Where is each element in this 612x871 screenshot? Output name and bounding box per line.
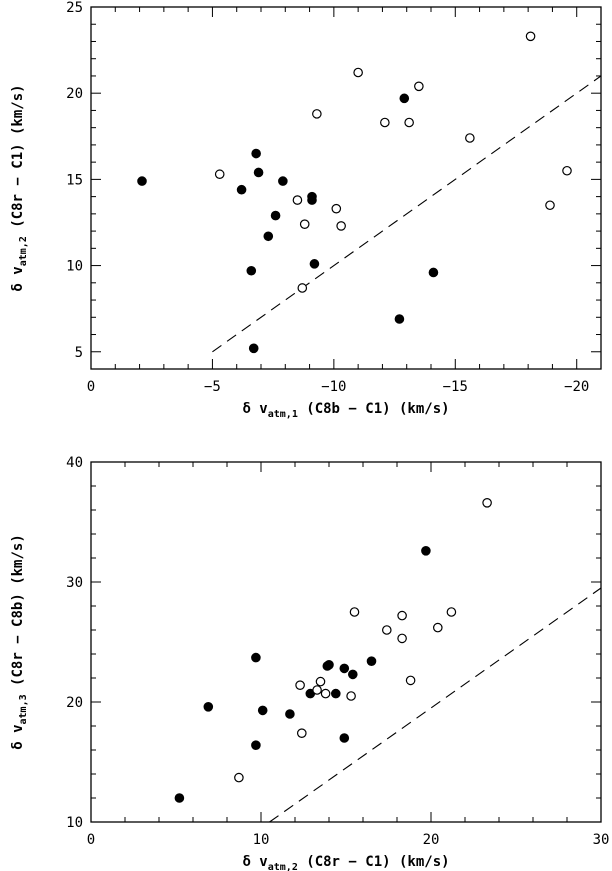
y-tick-label: 10 [66,259,83,275]
filled-data-point [428,267,439,278]
filled-data-point [339,663,350,674]
open-data-point [380,117,390,128]
open-data-point [336,221,346,231]
y-tick-label: 5 [75,345,83,361]
filled-data-point [257,705,268,716]
filled-data-point [285,709,295,719]
open-data-point [295,680,305,690]
open-data-point [545,200,555,211]
filled-data-point [251,740,261,750]
filled-data-point [137,176,147,186]
open-data-point [446,607,457,617]
filled-data-point [394,314,405,324]
open-data-point [234,772,244,783]
filled-data-point [236,184,247,195]
open-data-point [331,203,342,214]
filled-data-point [330,688,341,699]
open-data-point [482,497,492,508]
open-data-point [296,728,307,738]
y-axis-label: δ vatm,3 (C8r − C8b) (km/s) [10,534,29,750]
open-data-point [397,633,407,644]
filled-data-point [324,659,334,670]
open-data-point [214,169,225,180]
open-data-point [346,691,356,701]
open-data-point [315,676,326,687]
plot-frame [90,461,602,823]
y-tick-label: 30 [66,575,83,591]
x-tick-label: −10 [321,379,346,395]
filled-data-point [270,210,281,221]
x-axis-label: δ vatm,2 (C8r − C1) (km/s) [242,854,449,871]
open-data-point [525,31,536,42]
filled-data-point [246,265,257,276]
y-axis-label: δ vatm,2 (C8r − C1) (km/s) [10,84,29,291]
filled-data-point [251,652,261,663]
filled-data-point [253,167,264,178]
y-tick-label: 20 [66,695,83,711]
x-tick-label: 10 [253,832,270,848]
filled-data-point [174,793,185,803]
reference-dashed-line [269,587,602,823]
filled-data-point [366,656,377,666]
open-data-point [292,195,303,205]
filled-data-point [203,701,214,712]
x-tick-label: 20 [423,832,440,848]
open-data-point [297,283,308,293]
open-data-point [381,625,392,635]
open-data-point [320,688,331,699]
plot-frame [90,6,602,370]
filled-data-point [307,195,317,205]
filled-data-point [347,669,358,680]
reference-dashed-line [212,75,602,353]
filled-data-point [309,259,320,269]
y-tick-label: 10 [66,815,83,831]
open-data-point [397,610,407,621]
filled-data-point [339,733,350,743]
y-tick-label: 25 [66,0,83,16]
x-tick-label: −20 [564,379,589,395]
y-tick-label: 15 [66,172,83,188]
open-data-point [312,685,322,695]
filled-data-point [251,148,261,159]
filled-data-point [421,545,431,556]
open-data-point [562,165,572,176]
x-tick-label: −5 [204,379,221,395]
open-data-point [432,622,443,633]
x-tick-label: 30 [593,832,610,848]
x-tick-label: −15 [443,379,468,395]
open-data-point [349,607,360,617]
filled-data-point [248,343,259,354]
y-tick-label: 40 [66,455,83,471]
open-data-point [312,109,322,119]
filled-data-point [278,176,288,186]
open-data-point [405,675,416,686]
open-data-point [353,67,363,78]
open-data-point [414,81,424,92]
open-data-point [465,133,475,143]
filled-data-point [399,93,410,104]
filled-data-point [263,231,274,242]
x-axis-label: δ vatm,1 (C8b − C1) (km/s) [242,401,449,420]
scatter-panel-top: 0 −5 −10 −15 −20 5 10 15 20 25 δ vatm,1 (C8b − C1)… [10,0,602,420]
x-tick-label: 0 [87,379,95,395]
y-tick-label: 20 [66,86,83,102]
open-data-point [404,117,414,128]
x-tick-label: 0 [87,832,95,848]
open-data-point [299,219,310,229]
